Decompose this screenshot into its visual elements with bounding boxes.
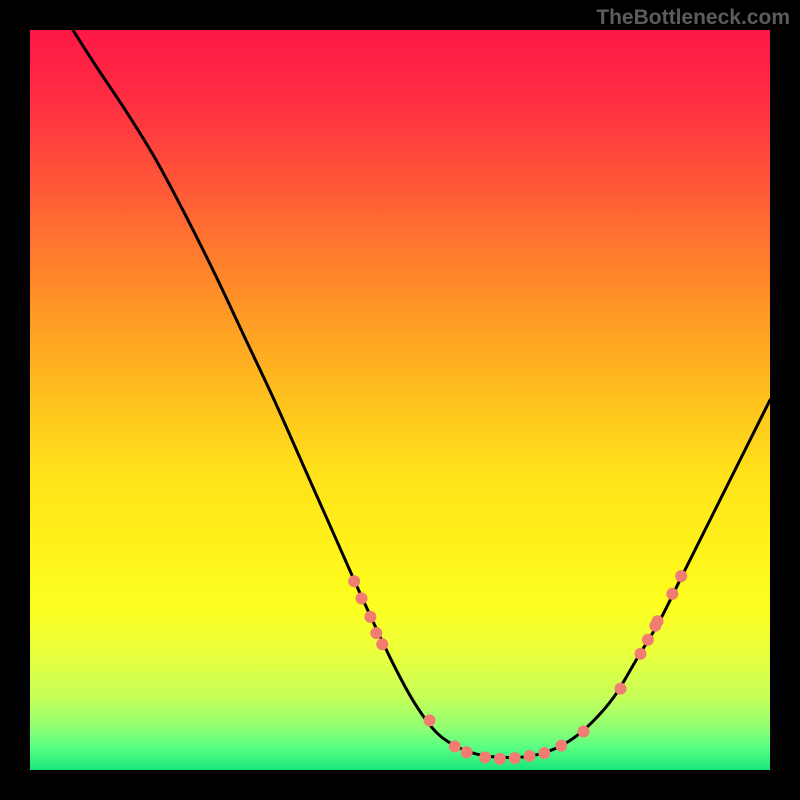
- data-marker: [524, 750, 536, 762]
- data-marker: [356, 592, 368, 604]
- data-marker: [555, 740, 567, 752]
- data-marker: [675, 570, 687, 582]
- data-marker: [370, 627, 382, 639]
- data-marker: [635, 648, 647, 660]
- data-marker: [364, 611, 376, 623]
- data-marker: [615, 683, 627, 695]
- data-marker: [424, 714, 436, 726]
- chart-background: [30, 30, 770, 770]
- data-marker: [376, 638, 388, 650]
- watermark-text: TheBottleneck.com: [596, 6, 790, 30]
- data-marker: [494, 753, 506, 765]
- data-marker: [461, 746, 473, 758]
- data-marker: [509, 752, 521, 764]
- data-marker: [652, 615, 664, 627]
- data-marker: [642, 634, 654, 646]
- data-marker: [538, 747, 550, 759]
- data-marker: [666, 588, 678, 600]
- data-marker: [479, 751, 491, 763]
- data-marker: [578, 726, 590, 738]
- bottleneck-chart: [30, 30, 770, 770]
- data-marker: [348, 575, 360, 587]
- data-marker: [449, 740, 461, 752]
